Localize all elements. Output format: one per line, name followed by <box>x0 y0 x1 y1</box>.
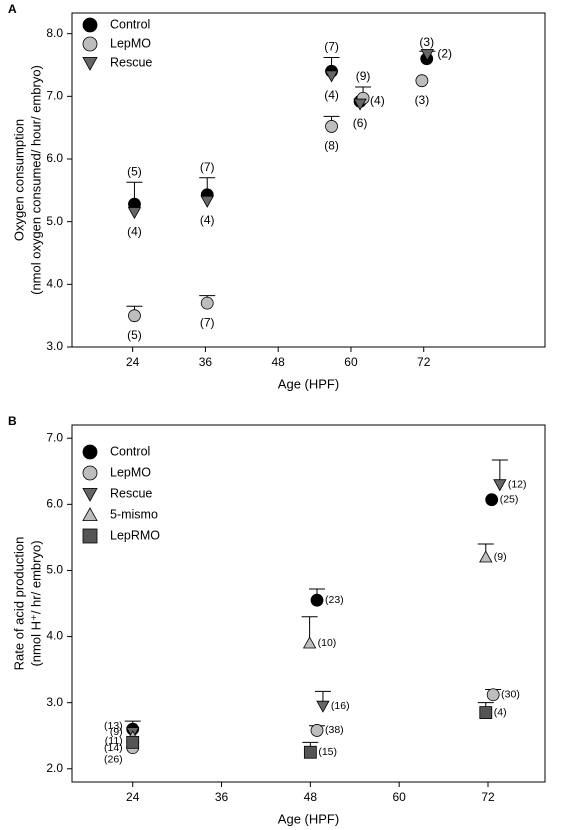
legend-label: LepMO <box>110 36 151 50</box>
n-label: (13) <box>104 720 123 732</box>
y-tick-label: 6.0 <box>46 151 63 165</box>
n-label: (12) <box>508 478 527 490</box>
panel-label: B <box>8 414 17 428</box>
legend-label: Rescue <box>110 486 152 500</box>
marker <box>128 309 141 323</box>
n-label: (6) <box>353 116 368 130</box>
marker <box>324 70 339 83</box>
n-label: (4) <box>127 224 142 238</box>
x-axis-title: Age (HPF) <box>278 811 339 826</box>
y-axis-title: (nmol oxygen consumed/ hour/ embryo) <box>28 65 43 295</box>
y-tick-label: 4.0 <box>46 629 63 643</box>
legend-label: LepMO <box>110 465 151 479</box>
marker <box>310 593 324 607</box>
marker <box>485 493 499 507</box>
marker <box>126 735 140 749</box>
legend-marker <box>82 507 98 521</box>
n-label: (26) <box>104 753 123 765</box>
x-tick-label: 60 <box>392 790 406 804</box>
n-label: (8) <box>324 139 339 153</box>
x-tick-label: 48 <box>271 355 285 369</box>
n-label: (4) <box>494 706 507 718</box>
y-tick-label: 7.0 <box>46 89 63 103</box>
n-label: (5) <box>127 164 142 178</box>
x-tick-label: 48 <box>304 790 318 804</box>
x-tick-label: 60 <box>344 355 358 369</box>
marker <box>353 98 367 111</box>
marker <box>486 688 500 702</box>
n-label: (3) <box>419 35 434 49</box>
n-label: (4) <box>370 94 385 108</box>
panel-label: A <box>8 2 17 16</box>
y-tick-label: 4.0 <box>46 277 63 291</box>
legend-marker <box>82 444 98 460</box>
n-label: (9) <box>494 551 507 563</box>
n-label: (5) <box>127 328 142 342</box>
x-tick-label: 36 <box>215 790 229 804</box>
n-label: (9) <box>110 726 123 738</box>
legend-marker <box>82 17 98 33</box>
marker <box>479 706 493 719</box>
n-label: (30) <box>501 689 520 701</box>
y-tick-label: 8.0 <box>46 26 63 40</box>
n-label: (23) <box>325 594 344 606</box>
n-label: (4) <box>324 88 339 102</box>
y-tick-label: 2.0 <box>46 761 63 775</box>
legend-label: 5-mismo <box>110 507 158 521</box>
y-tick-label: 3.0 <box>46 695 63 709</box>
legend-label: Control <box>110 444 150 458</box>
marker <box>200 195 214 208</box>
y-axis-title: Oxygen consumption <box>11 119 26 241</box>
legend-label: Rescue <box>110 55 152 69</box>
legend-marker <box>82 36 98 52</box>
legend-label: LepRMO <box>110 528 160 542</box>
n-label: (10) <box>318 637 337 649</box>
n-label: (9) <box>356 69 371 83</box>
n-label: (2) <box>437 47 452 61</box>
legend-marker <box>82 528 98 544</box>
marker <box>303 745 317 759</box>
x-tick-label: 24 <box>126 790 140 804</box>
n-label: (11) <box>105 735 123 747</box>
marker <box>302 636 317 649</box>
x-tick-label: 36 <box>199 355 213 369</box>
n-label: (3) <box>415 93 430 107</box>
n-label: (4) <box>200 213 215 227</box>
n-label: (7) <box>200 160 215 174</box>
n-label: (14) <box>104 742 123 754</box>
n-label: (7) <box>324 40 339 54</box>
plot-frame <box>71 424 546 783</box>
x-axis-title: Age (HPF) <box>278 376 339 391</box>
marker <box>415 74 429 88</box>
marker <box>127 207 142 220</box>
marker <box>200 296 214 310</box>
plot-frame <box>71 12 546 348</box>
n-label: (15) <box>318 746 337 758</box>
n-label: (7) <box>200 315 215 329</box>
y-tick-label: 6.0 <box>46 497 63 511</box>
marker <box>316 700 330 713</box>
y-tick-label: 5.0 <box>46 563 63 577</box>
legend-marker <box>82 57 98 71</box>
x-tick-label: 72 <box>481 790 495 804</box>
n-label: (25) <box>500 493 519 505</box>
n-label: (16) <box>331 700 350 712</box>
y-tick-label: 3.0 <box>46 339 63 353</box>
legend-marker <box>82 487 98 502</box>
x-tick-label: 72 <box>417 355 431 369</box>
n-label: (38) <box>325 724 344 736</box>
y-tick-label: 5.0 <box>46 214 63 228</box>
legend-marker <box>82 465 98 481</box>
marker <box>493 479 507 492</box>
marker <box>325 120 338 133</box>
y-axis-title: Rate of acid production <box>11 537 26 671</box>
y-tick-label: 7.0 <box>46 430 63 444</box>
x-tick-label: 24 <box>126 355 140 369</box>
marker <box>420 49 435 62</box>
y-axis-title: (nmol H⁺/ hr/ embryo) <box>28 540 43 666</box>
marker <box>479 550 493 563</box>
marker <box>310 724 324 737</box>
legend-label: Control <box>110 17 150 31</box>
